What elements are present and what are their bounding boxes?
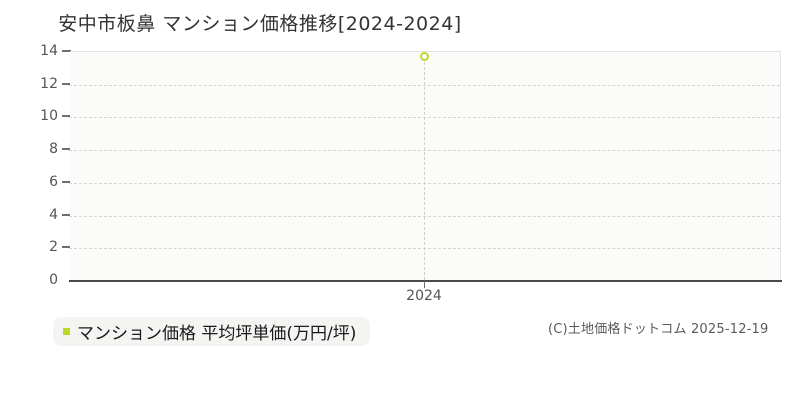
chart-legend[interactable]: マンション価格 平均坪単価(万円/坪) <box>53 317 371 346</box>
y-axis-label: 14 <box>40 43 58 59</box>
y-axis-tick <box>62 82 70 85</box>
y-axis-tick <box>62 180 70 183</box>
x-axis-tick <box>424 281 425 288</box>
y-axis-tick <box>62 246 70 249</box>
y-axis-label: 8 <box>49 141 58 158</box>
y-axis-label: 6 <box>49 173 58 190</box>
y-axis-tick <box>62 115 70 118</box>
gridline-vertical <box>424 52 425 280</box>
copyright-credit: (C)土地価格ドットコム 2025-12-19 <box>548 322 769 337</box>
y-axis-tick <box>62 213 70 216</box>
y-axis-label: 0 <box>49 272 58 288</box>
y-axis-label: 2 <box>49 239 58 256</box>
y-axis-label: 4 <box>49 206 58 223</box>
x-axis-line <box>69 280 782 282</box>
legend-swatch-icon <box>63 328 70 335</box>
x-axis-label: 2024 <box>406 288 442 304</box>
legend-label: マンション価格 平均坪単価(万円/坪) <box>77 324 357 344</box>
y-axis-label: 12 <box>40 75 58 92</box>
y-axis-label: 10 <box>40 108 58 125</box>
plot-area <box>69 51 781 280</box>
data-point-marker[interactable] <box>419 52 429 62</box>
y-axis-tick <box>62 50 70 52</box>
chart-title: 安中市板鼻 マンション価格推移[2024-2024] <box>58 13 462 35</box>
y-axis-tick <box>62 148 70 151</box>
